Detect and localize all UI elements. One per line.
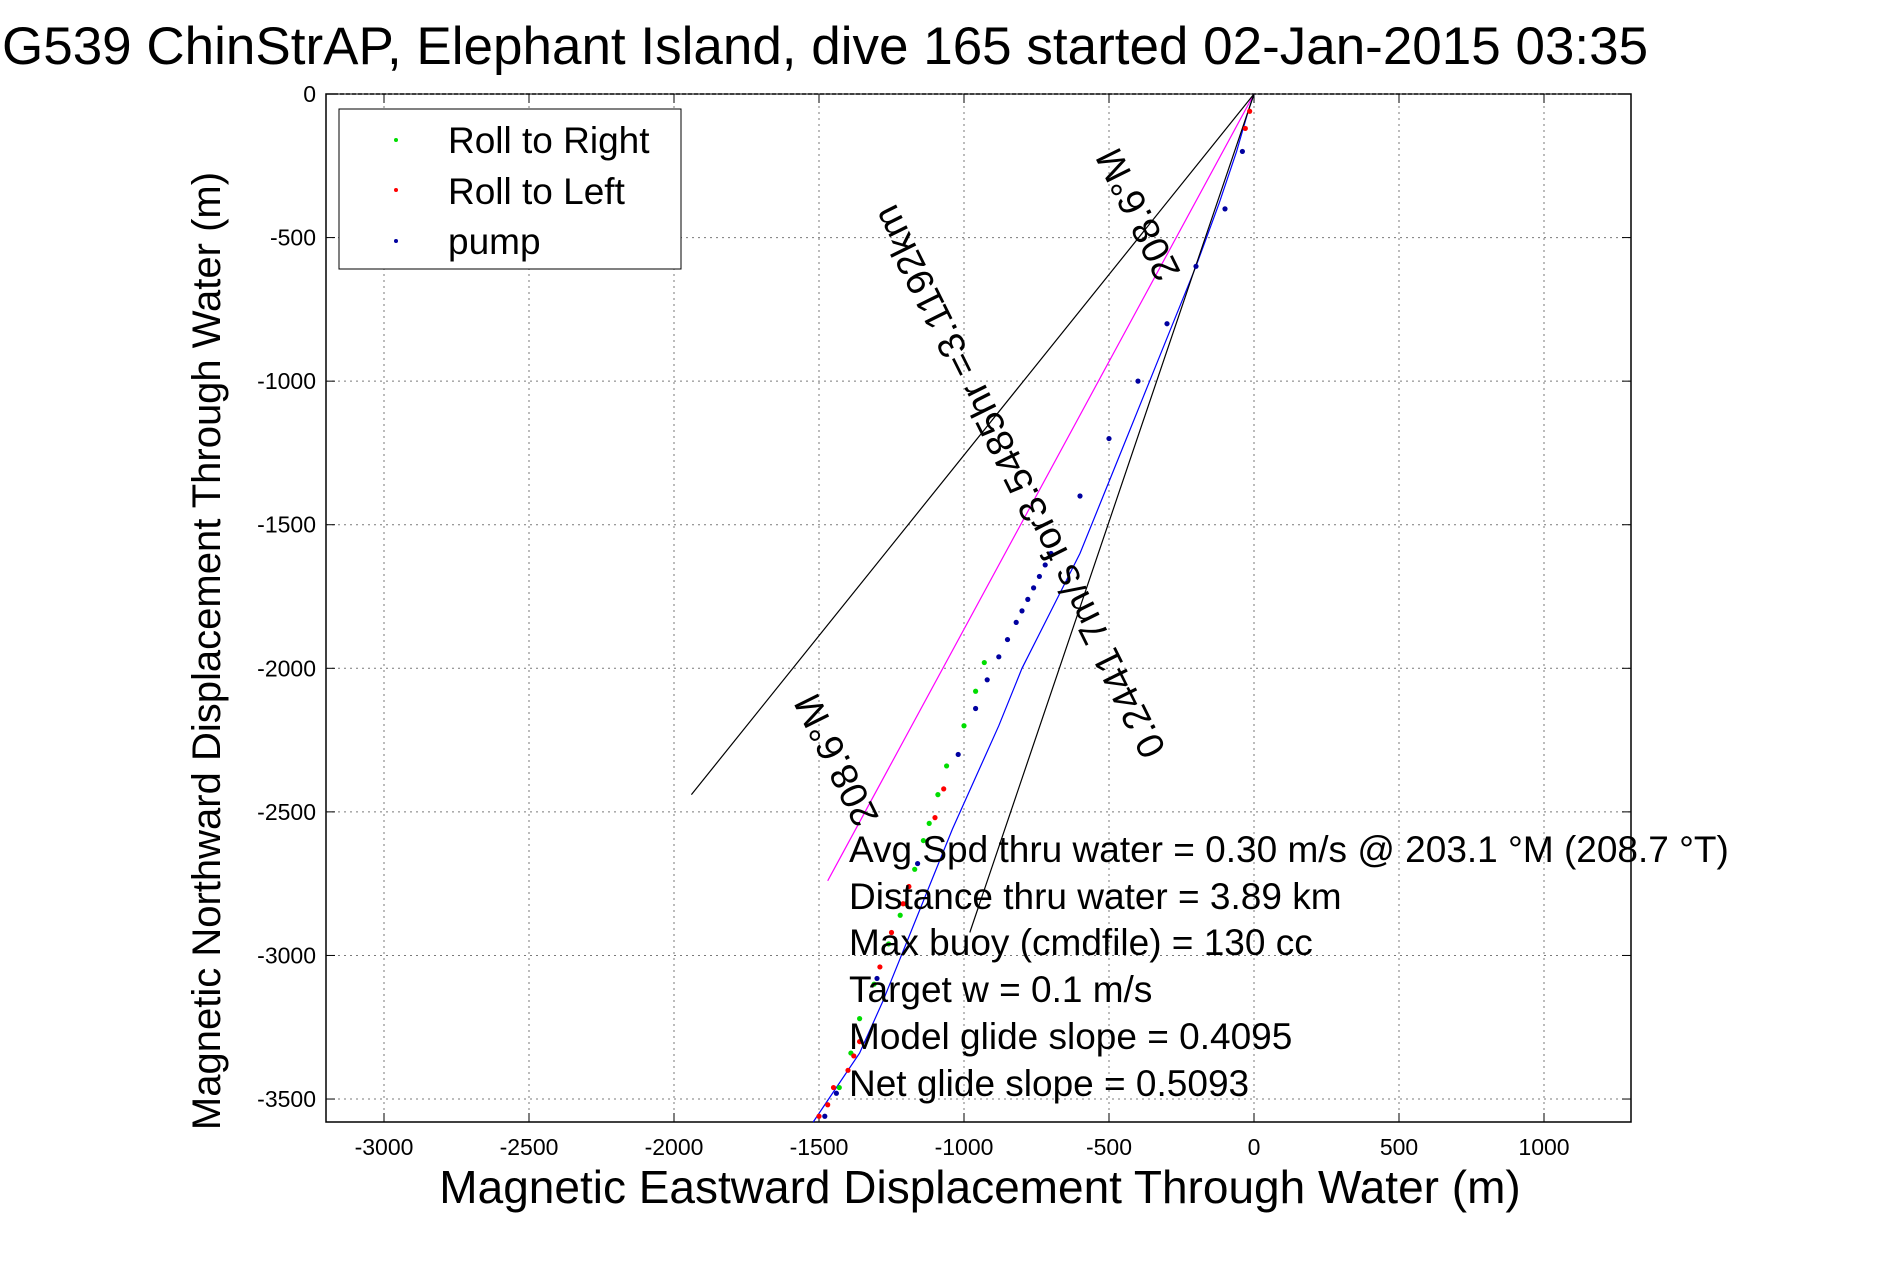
x-tick-label: -2500 <box>500 1134 559 1160</box>
legend-label-pump: pump <box>448 221 541 262</box>
point-pump <box>1135 378 1141 384</box>
y-axis-label: Magnetic Northward Displacement Through … <box>185 172 229 1130</box>
line-bracket-left <box>690 93 1255 795</box>
point-pump <box>1004 636 1011 643</box>
stat-max-buoy: Max buoy (cmdfile) = 130 cc <box>849 922 1313 963</box>
line-current-direction <box>827 93 1255 882</box>
x-tick-label: 0 <box>1248 1134 1261 1160</box>
point-roll-to-left <box>825 1102 831 1108</box>
point-pump <box>1222 206 1228 212</box>
point-pump <box>1164 321 1170 327</box>
point-pump <box>1013 619 1019 625</box>
point-roll-to-left <box>888 929 895 936</box>
point-pump <box>984 677 990 683</box>
point-pump <box>1077 493 1083 499</box>
point-roll-to-right <box>961 723 967 729</box>
grid-lines <box>326 93 1631 1122</box>
y-tick-label: -1000 <box>257 368 316 394</box>
point-roll-to-right <box>973 688 979 694</box>
x-tick-label: -500 <box>1086 1134 1132 1160</box>
legend-label-roll-right: Roll to Right <box>448 120 650 161</box>
point-pump <box>1106 435 1112 442</box>
point-roll-to-left <box>845 1067 851 1073</box>
stat-model-glide-slope: Model glide slope = 0.4095 <box>849 1016 1292 1057</box>
point-pump <box>915 860 921 867</box>
point-roll-to-left <box>1242 125 1248 132</box>
legend-marker-roll-right <box>394 138 398 142</box>
line-track <box>812 93 1255 1123</box>
point-pump <box>822 1113 828 1119</box>
stat-distance: Distance thru water = 3.89 km <box>849 876 1342 917</box>
point-roll-to-right <box>981 659 987 666</box>
y-tick-label: -500 <box>270 225 316 251</box>
point-roll-to-left <box>906 883 912 890</box>
point-pump <box>1042 562 1048 568</box>
point-pump <box>996 654 1002 660</box>
point-roll-to-right <box>944 763 950 769</box>
point-roll-to-right <box>926 820 932 826</box>
point-roll-to-right <box>857 1016 863 1022</box>
point-pump <box>1036 573 1042 580</box>
point-roll-to-right <box>912 866 918 872</box>
stat-avg-speed: Avg Spd thru water = 0.30 m/s @ 203.1 °M… <box>849 829 1729 870</box>
point-pump <box>955 751 961 758</box>
point-pump <box>874 975 880 982</box>
data-points <box>816 108 1253 1119</box>
axis-ticks: -3000 -2500 -2000 -1500 -1000 -500 0 500 1000 0 -5… <box>257 81 1631 1160</box>
point-roll-to-left <box>1247 108 1253 114</box>
y-tick-label: -1500 <box>257 512 316 538</box>
chart-title: G539 ChinStrAP, Elephant Island, dive 16… <box>2 17 1648 76</box>
point-roll-to-right <box>897 912 903 918</box>
point-roll-to-right <box>871 981 877 987</box>
x-tick-label: -3000 <box>355 1134 414 1160</box>
x-tick-label: -1500 <box>790 1134 849 1160</box>
point-roll-to-left <box>857 1038 863 1045</box>
point-roll-to-right <box>935 792 941 798</box>
y-tick-label: -3500 <box>257 1086 316 1112</box>
x-tick-label: 500 <box>1380 1134 1418 1160</box>
point-roll-to-right <box>836 1084 842 1091</box>
point-roll-to-left <box>941 786 947 792</box>
point-roll-to-left <box>900 901 906 907</box>
stat-net-glide-slope: Net glide slope = 0.5093 <box>849 1063 1249 1104</box>
x-tick-label: 1000 <box>1518 1134 1569 1160</box>
x-tick-label: -2000 <box>645 1134 704 1160</box>
legend-marker-roll-left <box>394 188 398 192</box>
legend-label-roll-left: Roll to Left <box>448 171 626 212</box>
y-tick-label: 0 <box>303 81 316 107</box>
point-roll-to-left <box>932 815 938 821</box>
y-tick-label: -3000 <box>257 942 316 968</box>
x-axis-label: Magnetic Eastward Displacement Through W… <box>439 1161 1520 1213</box>
point-pump <box>1048 550 1054 557</box>
point-roll-to-left <box>830 1084 837 1091</box>
point-pump <box>1019 608 1025 614</box>
stat-target-w: Target w = 0.1 m/s <box>849 969 1152 1010</box>
point-pump <box>1031 585 1037 591</box>
point-roll-to-left <box>851 1053 857 1059</box>
legend: Roll to Right Roll to Left pump <box>338 108 682 270</box>
point-pump <box>1025 596 1031 602</box>
point-pump <box>1239 148 1245 155</box>
y-tick-label: -2500 <box>257 799 316 825</box>
point-pump <box>1193 263 1199 269</box>
reference-lines <box>690 93 1255 1123</box>
line-bracket-right <box>969 93 1255 933</box>
point-roll-to-left <box>877 964 883 970</box>
legend-marker-pump <box>394 239 398 243</box>
point-roll-to-right <box>886 941 892 947</box>
stats-block: Avg Spd thru water = 0.30 m/s @ 203.1 °M… <box>849 829 1729 1104</box>
y-tick-label: -2000 <box>257 655 316 681</box>
point-pump <box>973 705 979 712</box>
point-pump <box>833 1090 840 1096</box>
point-roll-to-right <box>920 837 927 844</box>
x-tick-label: -1000 <box>935 1134 994 1160</box>
point-roll-to-left <box>816 1113 822 1119</box>
